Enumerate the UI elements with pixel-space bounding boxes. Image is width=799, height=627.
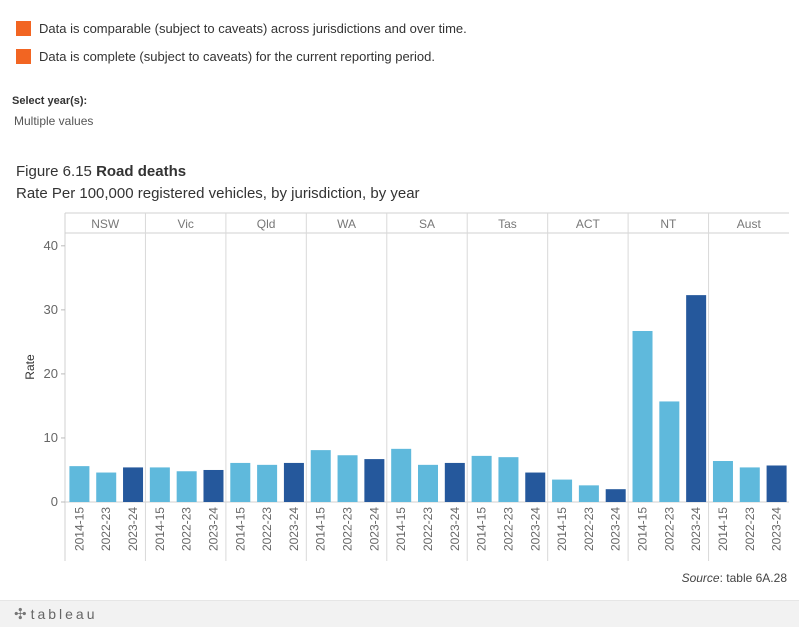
bar-vic-2022-23 [176, 471, 197, 502]
bar-sa-2014-15 [391, 448, 412, 502]
year-label: 2022-23 [180, 507, 194, 551]
year-label: 2023-24 [689, 507, 703, 551]
legend-text: Data is comparable (subject to caveats) … [39, 21, 467, 36]
tableau-cross-icon: ✣ [14, 606, 27, 623]
jurisdiction-label-act: ACT [576, 217, 601, 231]
bar-sa-2022-23 [418, 464, 438, 502]
source-label: Source [681, 571, 720, 585]
bar-tas-2022-23 [498, 457, 519, 502]
bar-wa-2022-23 [337, 455, 358, 502]
bar-tas-2014-15 [471, 455, 492, 502]
bar-aust-2014-15 [712, 461, 733, 502]
year-label: 2014-15 [314, 507, 328, 551]
tableau-wordmark: tableau [30, 606, 98, 622]
jurisdiction-label-aust: Aust [737, 217, 762, 231]
year-label: 2014-15 [475, 507, 489, 551]
year-label: 2023-24 [287, 507, 301, 551]
year-label: 2023-24 [206, 507, 220, 551]
y-tick-label: 10 [44, 430, 58, 445]
bar-nt-2023-24 [686, 295, 707, 502]
y-tick-label: 40 [44, 238, 58, 253]
bar-wa-2023-24 [364, 459, 385, 502]
footer-bar: ✣ tableau [0, 600, 799, 627]
year-label: 2023-24 [126, 507, 140, 551]
year-label: 2022-23 [99, 507, 113, 551]
legend-text: Data is complete (subject to caveats) fo… [39, 49, 435, 64]
year-label: 2022-23 [341, 507, 355, 551]
year-label: 2014-15 [555, 507, 569, 551]
jurisdiction-label-nt: NT [660, 217, 677, 231]
jurisdiction-label-vic: Vic [177, 217, 193, 231]
year-label: 2014-15 [233, 507, 247, 551]
year-label: 2023-24 [770, 507, 784, 551]
year-label: 2014-15 [72, 507, 86, 551]
source-text: : table 6A.28 [719, 571, 787, 585]
y-axis-title: Rate [23, 354, 37, 380]
year-label: 2014-15 [636, 507, 650, 551]
year-label: 2022-23 [582, 507, 596, 551]
bar-aust-2022-23 [739, 467, 760, 502]
year-label: 2014-15 [716, 507, 730, 551]
year-label: 2022-23 [662, 507, 676, 551]
y-tick-label: 30 [44, 302, 58, 317]
figure-number: Figure 6.15 [16, 163, 92, 180]
legend-item-comparable: Data is comparable (subject to caveats) … [16, 21, 467, 36]
legend-item-complete: Data is complete (subject to caveats) fo… [16, 49, 435, 64]
y-tick-label: 0 [51, 494, 58, 509]
bar-act-2014-15 [552, 479, 573, 502]
jurisdiction-label-wa: WA [337, 217, 356, 231]
bar-qld-2022-23 [257, 464, 278, 502]
year-label: 2022-23 [743, 507, 757, 551]
y-tick-label: 20 [44, 366, 58, 381]
bar-vic-2023-24 [203, 469, 224, 502]
bar-qld-2014-15 [230, 462, 251, 502]
year-label: 2022-23 [501, 507, 515, 551]
bar-act-2023-24 [605, 489, 626, 502]
filter-label: Select year(s): [12, 95, 88, 107]
bar-qld-2023-24 [283, 462, 304, 502]
bar-nt-2022-23 [659, 401, 680, 502]
bar-nsw-2014-15 [69, 466, 90, 502]
year-label: 2014-15 [394, 507, 408, 551]
year-label: 2022-23 [421, 507, 435, 551]
figure-subtitle: Rate Per 100,000 registered vehicles, by… [16, 185, 420, 202]
year-label: 2023-24 [367, 507, 381, 551]
figure-title: Figure 6.15 Road deaths [16, 163, 186, 180]
bar-chart: 0 10 20 30 40 Rate NSW 2014-15 2022-23 2023-24 Vic… [23, 212, 789, 561]
jurisdiction-label-sa: SA [419, 217, 435, 231]
year-label: 2023-24 [448, 507, 462, 551]
year-label: 2022-23 [260, 507, 274, 551]
year-label: 2023-24 [528, 507, 542, 551]
year-filter-value[interactable]: Multiple values [14, 114, 94, 128]
tableau-logo[interactable]: ✣ tableau [14, 605, 98, 623]
year-label: 2023-24 [609, 507, 623, 551]
year-label: 2014-15 [153, 507, 167, 551]
bar-act-2022-23 [578, 485, 599, 502]
bar-nsw-2023-24 [123, 467, 144, 502]
source-note: Source: table 6A.28 [682, 571, 787, 585]
bar-aust-2023-24 [766, 465, 787, 502]
legend-swatch [16, 21, 31, 36]
jurisdiction-label-tas: Tas [498, 217, 517, 231]
bar-wa-2014-15 [310, 450, 331, 502]
legend-swatch [16, 49, 31, 64]
bar-tas-2023-24 [525, 472, 546, 502]
bar-nt-2014-15 [632, 330, 653, 502]
jurisdiction-label-nsw: NSW [91, 217, 120, 231]
figure-title-text: Road deaths [96, 163, 187, 180]
jurisdiction-label-qld: Qld [257, 217, 276, 231]
bar-sa-2023-24 [444, 462, 465, 502]
bar-nsw-2022-23 [96, 472, 117, 502]
bar-vic-2014-15 [149, 467, 170, 502]
